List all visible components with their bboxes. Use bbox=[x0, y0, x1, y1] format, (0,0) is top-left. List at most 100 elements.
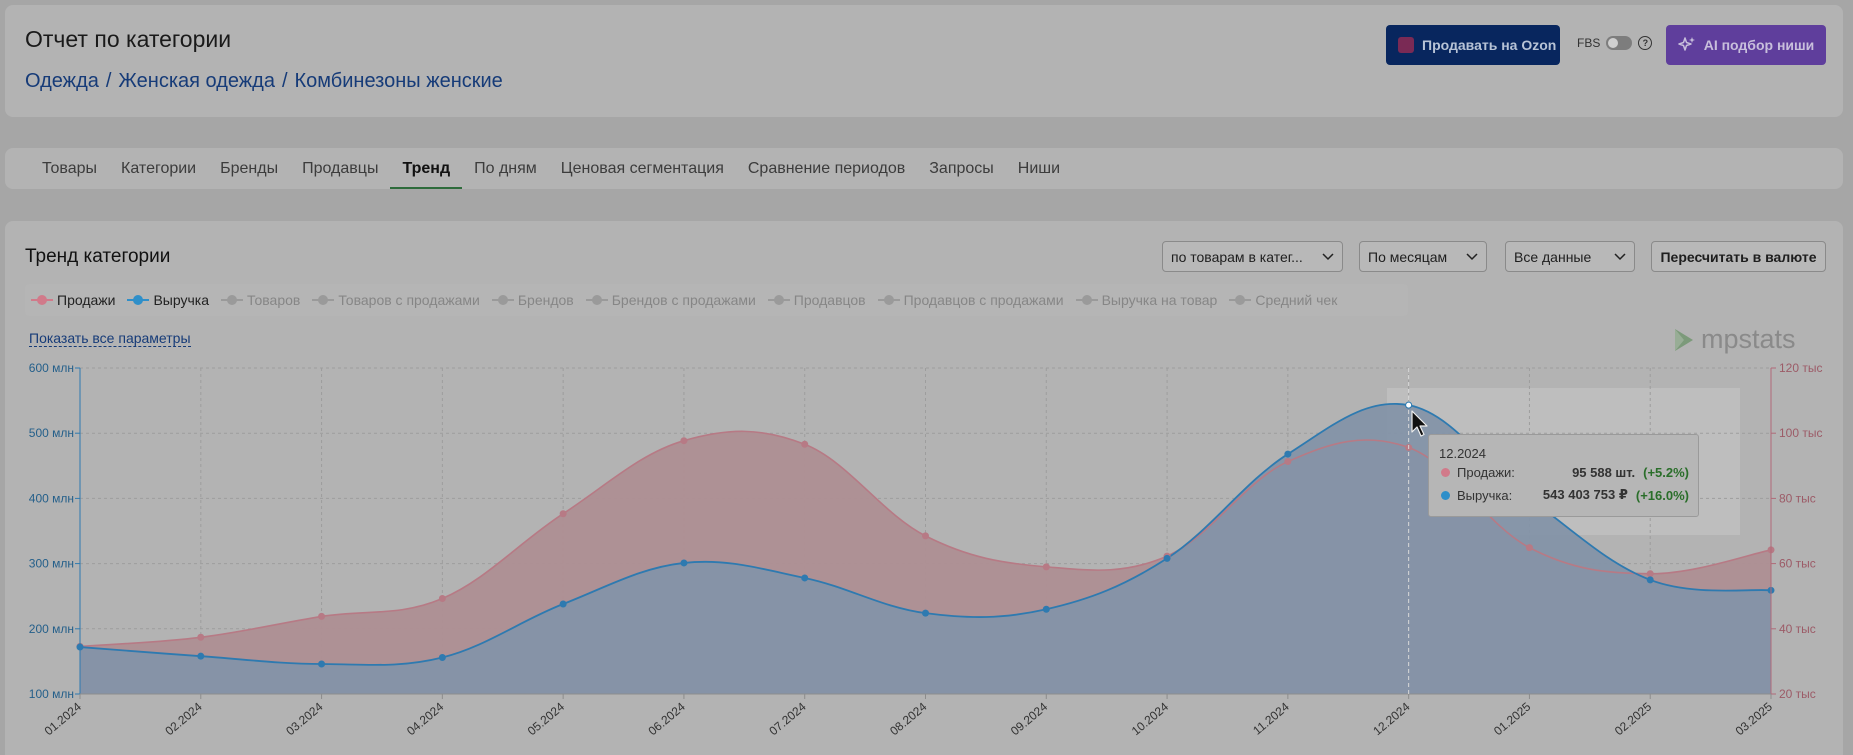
tooltip-revenue-change: (+16.0%) bbox=[1635, 487, 1689, 503]
legend-label: Выручка bbox=[153, 292, 210, 308]
legend-item-9[interactable]: Средний чек bbox=[1229, 292, 1337, 308]
revenue-point bbox=[438, 653, 446, 661]
sales-point bbox=[801, 440, 809, 448]
left-tick-label: 100 млн bbox=[29, 687, 74, 701]
tab-5[interactable]: По дням bbox=[474, 160, 537, 177]
tab-9[interactable]: Ниши bbox=[1017, 160, 1061, 177]
legend-item-3[interactable]: Товаров с продажами bbox=[312, 292, 480, 308]
right-tick-label: 80 тыс bbox=[1779, 491, 1816, 505]
chart-tooltip: 12.2024 Продажи: 95 588 шт. (+5.2%) Выру… bbox=[1428, 434, 1699, 517]
sales-point bbox=[559, 510, 567, 518]
left-tick-label: 300 млн bbox=[29, 557, 74, 571]
x-tick-label: 01.2024 bbox=[42, 699, 84, 738]
sales-point bbox=[318, 612, 326, 620]
tab-6[interactable]: Ценовая сегментация bbox=[560, 160, 724, 177]
chart-legend: Продажи Выручка Товаров Товаров с продажами… bbox=[25, 284, 1408, 316]
range-select-value: Все данные bbox=[1514, 248, 1592, 265]
sales-point bbox=[922, 532, 929, 540]
revenue-point bbox=[318, 660, 326, 668]
revenue-dot-icon bbox=[1441, 490, 1450, 500]
tab-0[interactable]: Товары bbox=[42, 160, 98, 177]
legend-item-0[interactable]: Продажи bbox=[31, 292, 115, 308]
sell-on-ozon-button[interactable]: Продавать на Ozon bbox=[1386, 25, 1560, 65]
right-tick-label: 100 тыс bbox=[1779, 426, 1822, 440]
chevron-down-icon bbox=[1466, 252, 1478, 260]
legend-item-6[interactable]: Продавцов bbox=[767, 292, 866, 308]
legend-marker-icon bbox=[767, 295, 790, 305]
x-tick-label: 06.2024 bbox=[646, 699, 688, 738]
recalculate-currency-button[interactable]: Пересчитать в валюте bbox=[1651, 241, 1826, 272]
legend-label: Продавцов с продажами bbox=[903, 292, 1064, 308]
x-tick-label: 12.2024 bbox=[1370, 699, 1412, 738]
scope-select[interactable]: по товарам в катег... bbox=[1162, 241, 1343, 272]
left-tick-label: 200 млн bbox=[29, 622, 74, 636]
legend-item-7[interactable]: Продавцов с продажами bbox=[877, 292, 1064, 308]
help-icon[interactable]: ? bbox=[1638, 36, 1653, 50]
sales-dot-icon bbox=[1441, 468, 1450, 477]
right-tick-label: 20 тыс bbox=[1779, 687, 1816, 701]
right-tick-label: 40 тыс bbox=[1779, 622, 1816, 636]
legend-marker-icon bbox=[312, 295, 335, 305]
mpstats-logo: mpstats bbox=[1673, 324, 1796, 355]
legend-marker-icon bbox=[491, 295, 514, 305]
ai-niche-label: AI подбор ниши bbox=[1703, 37, 1815, 53]
tab-2[interactable]: Бренды bbox=[220, 160, 279, 177]
legend-item-8[interactable]: Выручка на товар bbox=[1075, 292, 1217, 308]
revenue-point bbox=[1284, 450, 1292, 458]
tab-3[interactable]: Продавцы bbox=[302, 160, 379, 177]
fbs-control: FBS ? bbox=[1577, 36, 1653, 50]
legend-marker-icon bbox=[585, 295, 608, 305]
right-tick-label: 60 тыс bbox=[1779, 557, 1816, 571]
show-all-params-link[interactable]: Показать все параметры bbox=[29, 330, 191, 347]
mouse-cursor-icon bbox=[1411, 410, 1428, 437]
legend-label: Брендов bbox=[517, 292, 574, 308]
sales-point bbox=[438, 594, 446, 602]
x-tick-label: 03.2024 bbox=[283, 699, 325, 738]
right-tick-label: 120 тыс bbox=[1779, 361, 1822, 375]
legend-item-2[interactable]: Товаров bbox=[221, 292, 300, 308]
period-select[interactable]: По месяцам bbox=[1359, 241, 1487, 272]
breadcrumb-separator: / bbox=[281, 70, 288, 92]
tab-7[interactable]: Сравнение периодов bbox=[747, 160, 906, 177]
ozon-logo-icon bbox=[1398, 37, 1414, 53]
legend-label: Продавцов bbox=[793, 292, 866, 308]
breadcrumb-item-clothing[interactable]: Одежда bbox=[25, 70, 99, 92]
x-tick-label: 02.2024 bbox=[162, 699, 204, 738]
sales-point bbox=[1284, 458, 1292, 466]
fbs-label: FBS bbox=[1577, 36, 1601, 50]
x-tick-label: 03.2025 bbox=[1733, 699, 1775, 738]
sell-on-ozon-label: Продавать на Ozon bbox=[1422, 37, 1557, 53]
breadcrumb-item-jumpsuits[interactable]: Комбинезоны женские bbox=[294, 70, 503, 92]
tab-4[interactable]: Тренд bbox=[390, 148, 462, 189]
legend-label: Товаров bbox=[247, 292, 301, 308]
tab-1[interactable]: Категории bbox=[121, 160, 197, 177]
tab-8[interactable]: Запросы bbox=[929, 160, 994, 177]
legend-marker-icon bbox=[127, 295, 150, 305]
range-select[interactable]: Все данные bbox=[1505, 241, 1635, 272]
legend-marker-icon bbox=[1075, 295, 1098, 305]
x-tick-label: 05.2024 bbox=[525, 699, 567, 738]
tooltip-revenue-name: Выручка: bbox=[1457, 487, 1513, 503]
revenue-area bbox=[80, 403, 1771, 694]
legend-label: Товаров с продажами bbox=[338, 292, 480, 308]
fbs-toggle[interactable] bbox=[1606, 36, 1633, 50]
ai-niche-button[interactable]: AI подбор ниши bbox=[1666, 25, 1826, 65]
legend-marker-icon bbox=[221, 295, 244, 305]
x-tick-label: 11.2024 bbox=[1250, 699, 1292, 737]
sales-point bbox=[1646, 570, 1654, 578]
sales-point bbox=[197, 633, 205, 641]
tooltip-sales-value: 95 588 шт. bbox=[1572, 465, 1636, 480]
left-tick-label: 400 млн bbox=[29, 491, 74, 505]
breadcrumb: Одежда / Женская одежда / Комбинезоны женски… bbox=[25, 70, 503, 93]
legend-item-4[interactable]: Брендов bbox=[491, 292, 574, 308]
revenue-point bbox=[197, 652, 205, 660]
tooltip-revenue-value: 543 403 753 ₽ bbox=[1542, 487, 1628, 502]
sparkle-icon bbox=[1677, 37, 1695, 51]
breadcrumb-item-womens-clothing[interactable]: Женская одежда bbox=[118, 70, 275, 92]
revenue-point bbox=[680, 559, 688, 567]
x-tick-label: 07.2024 bbox=[766, 699, 808, 738]
legend-item-1[interactable]: Выручка bbox=[127, 292, 209, 308]
legend-marker-icon bbox=[877, 295, 900, 305]
legend-item-5[interactable]: Брендов с продажами bbox=[585, 292, 756, 308]
revenue-point bbox=[559, 600, 567, 608]
